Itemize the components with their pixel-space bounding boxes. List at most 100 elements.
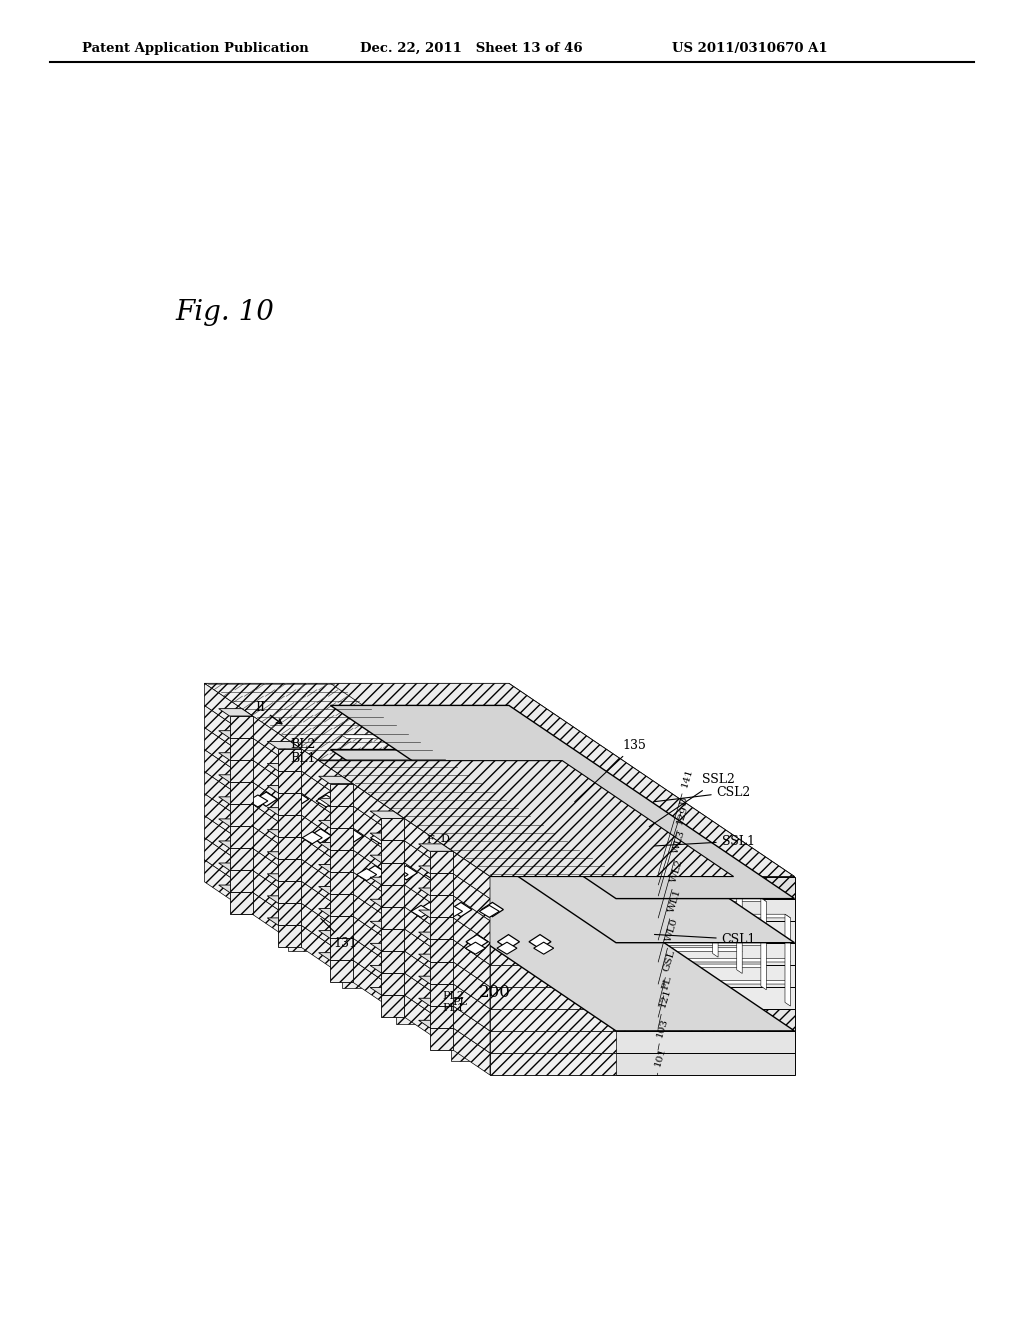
Text: 121: 121 — [657, 987, 672, 1028]
Polygon shape — [219, 841, 253, 849]
Polygon shape — [205, 793, 795, 987]
Polygon shape — [396, 874, 415, 892]
Polygon shape — [583, 964, 766, 968]
Polygon shape — [490, 987, 616, 1008]
Polygon shape — [419, 843, 453, 851]
Polygon shape — [205, 816, 616, 1008]
Polygon shape — [219, 818, 253, 826]
Polygon shape — [302, 832, 323, 843]
Polygon shape — [427, 866, 449, 880]
Polygon shape — [451, 866, 470, 884]
Polygon shape — [451, 888, 470, 907]
Polygon shape — [233, 741, 252, 759]
Text: 101: 101 — [652, 1045, 667, 1074]
Polygon shape — [205, 727, 490, 942]
Polygon shape — [481, 903, 504, 916]
Polygon shape — [267, 742, 301, 748]
Polygon shape — [205, 838, 795, 1031]
Polygon shape — [205, 705, 795, 899]
Polygon shape — [451, 932, 470, 950]
Polygon shape — [370, 899, 404, 907]
Polygon shape — [288, 888, 306, 907]
Polygon shape — [490, 1008, 795, 1031]
Text: D: D — [440, 834, 450, 843]
Polygon shape — [381, 818, 404, 841]
Polygon shape — [330, 850, 352, 871]
Polygon shape — [419, 977, 453, 983]
Polygon shape — [342, 903, 360, 921]
Polygon shape — [366, 817, 549, 821]
Polygon shape — [205, 684, 795, 876]
Polygon shape — [205, 727, 795, 920]
Polygon shape — [205, 859, 795, 1053]
Text: WL2: WL2 — [658, 858, 685, 940]
Polygon shape — [396, 895, 415, 915]
Polygon shape — [279, 793, 301, 814]
Polygon shape — [509, 793, 795, 1008]
Polygon shape — [381, 973, 404, 995]
Polygon shape — [279, 837, 301, 859]
Polygon shape — [205, 772, 616, 965]
Text: WL1: WL1 — [658, 887, 682, 962]
Polygon shape — [279, 882, 301, 903]
Text: D: D — [658, 796, 690, 884]
Polygon shape — [219, 752, 253, 760]
Polygon shape — [229, 783, 253, 804]
Polygon shape — [342, 858, 360, 878]
Polygon shape — [535, 932, 718, 935]
Polygon shape — [267, 851, 301, 859]
Polygon shape — [419, 909, 453, 917]
Polygon shape — [451, 954, 470, 973]
Polygon shape — [205, 816, 795, 1008]
Polygon shape — [510, 915, 694, 919]
Polygon shape — [490, 1053, 616, 1074]
Polygon shape — [205, 816, 490, 1031]
Polygon shape — [219, 863, 253, 870]
Polygon shape — [568, 767, 573, 859]
Polygon shape — [736, 882, 742, 973]
Polygon shape — [233, 719, 252, 738]
Polygon shape — [267, 808, 301, 814]
Text: 135: 135 — [574, 739, 646, 801]
Polygon shape — [205, 684, 616, 876]
Polygon shape — [280, 795, 299, 807]
Polygon shape — [429, 983, 453, 1006]
Polygon shape — [288, 932, 306, 950]
Polygon shape — [462, 816, 646, 820]
Polygon shape — [381, 929, 404, 950]
Text: Fig. 10: Fig. 10 — [175, 300, 273, 326]
Polygon shape — [342, 969, 360, 987]
Polygon shape — [370, 965, 404, 973]
Polygon shape — [490, 876, 795, 899]
Polygon shape — [229, 804, 253, 826]
Text: BL1: BL1 — [291, 752, 316, 766]
Polygon shape — [267, 785, 301, 793]
Polygon shape — [373, 829, 394, 843]
Polygon shape — [419, 866, 453, 874]
Polygon shape — [279, 859, 301, 882]
Polygon shape — [318, 931, 352, 939]
Polygon shape — [688, 849, 694, 941]
Polygon shape — [330, 871, 352, 894]
Polygon shape — [288, 909, 306, 929]
Polygon shape — [520, 735, 525, 826]
Text: SSL1: SSL1 — [654, 834, 755, 847]
Polygon shape — [583, 920, 766, 924]
Polygon shape — [229, 892, 253, 915]
Polygon shape — [279, 771, 301, 793]
Polygon shape — [388, 869, 409, 880]
Polygon shape — [364, 866, 386, 880]
Polygon shape — [486, 876, 670, 880]
Polygon shape — [583, 942, 766, 945]
Polygon shape — [205, 793, 490, 1008]
Polygon shape — [330, 784, 352, 805]
Polygon shape — [396, 829, 415, 847]
Polygon shape — [583, 898, 766, 902]
Polygon shape — [233, 807, 252, 826]
Polygon shape — [370, 855, 404, 862]
Polygon shape — [366, 774, 549, 777]
Polygon shape — [466, 935, 488, 949]
Polygon shape — [331, 838, 795, 1031]
Polygon shape — [205, 727, 616, 920]
Polygon shape — [288, 843, 306, 862]
